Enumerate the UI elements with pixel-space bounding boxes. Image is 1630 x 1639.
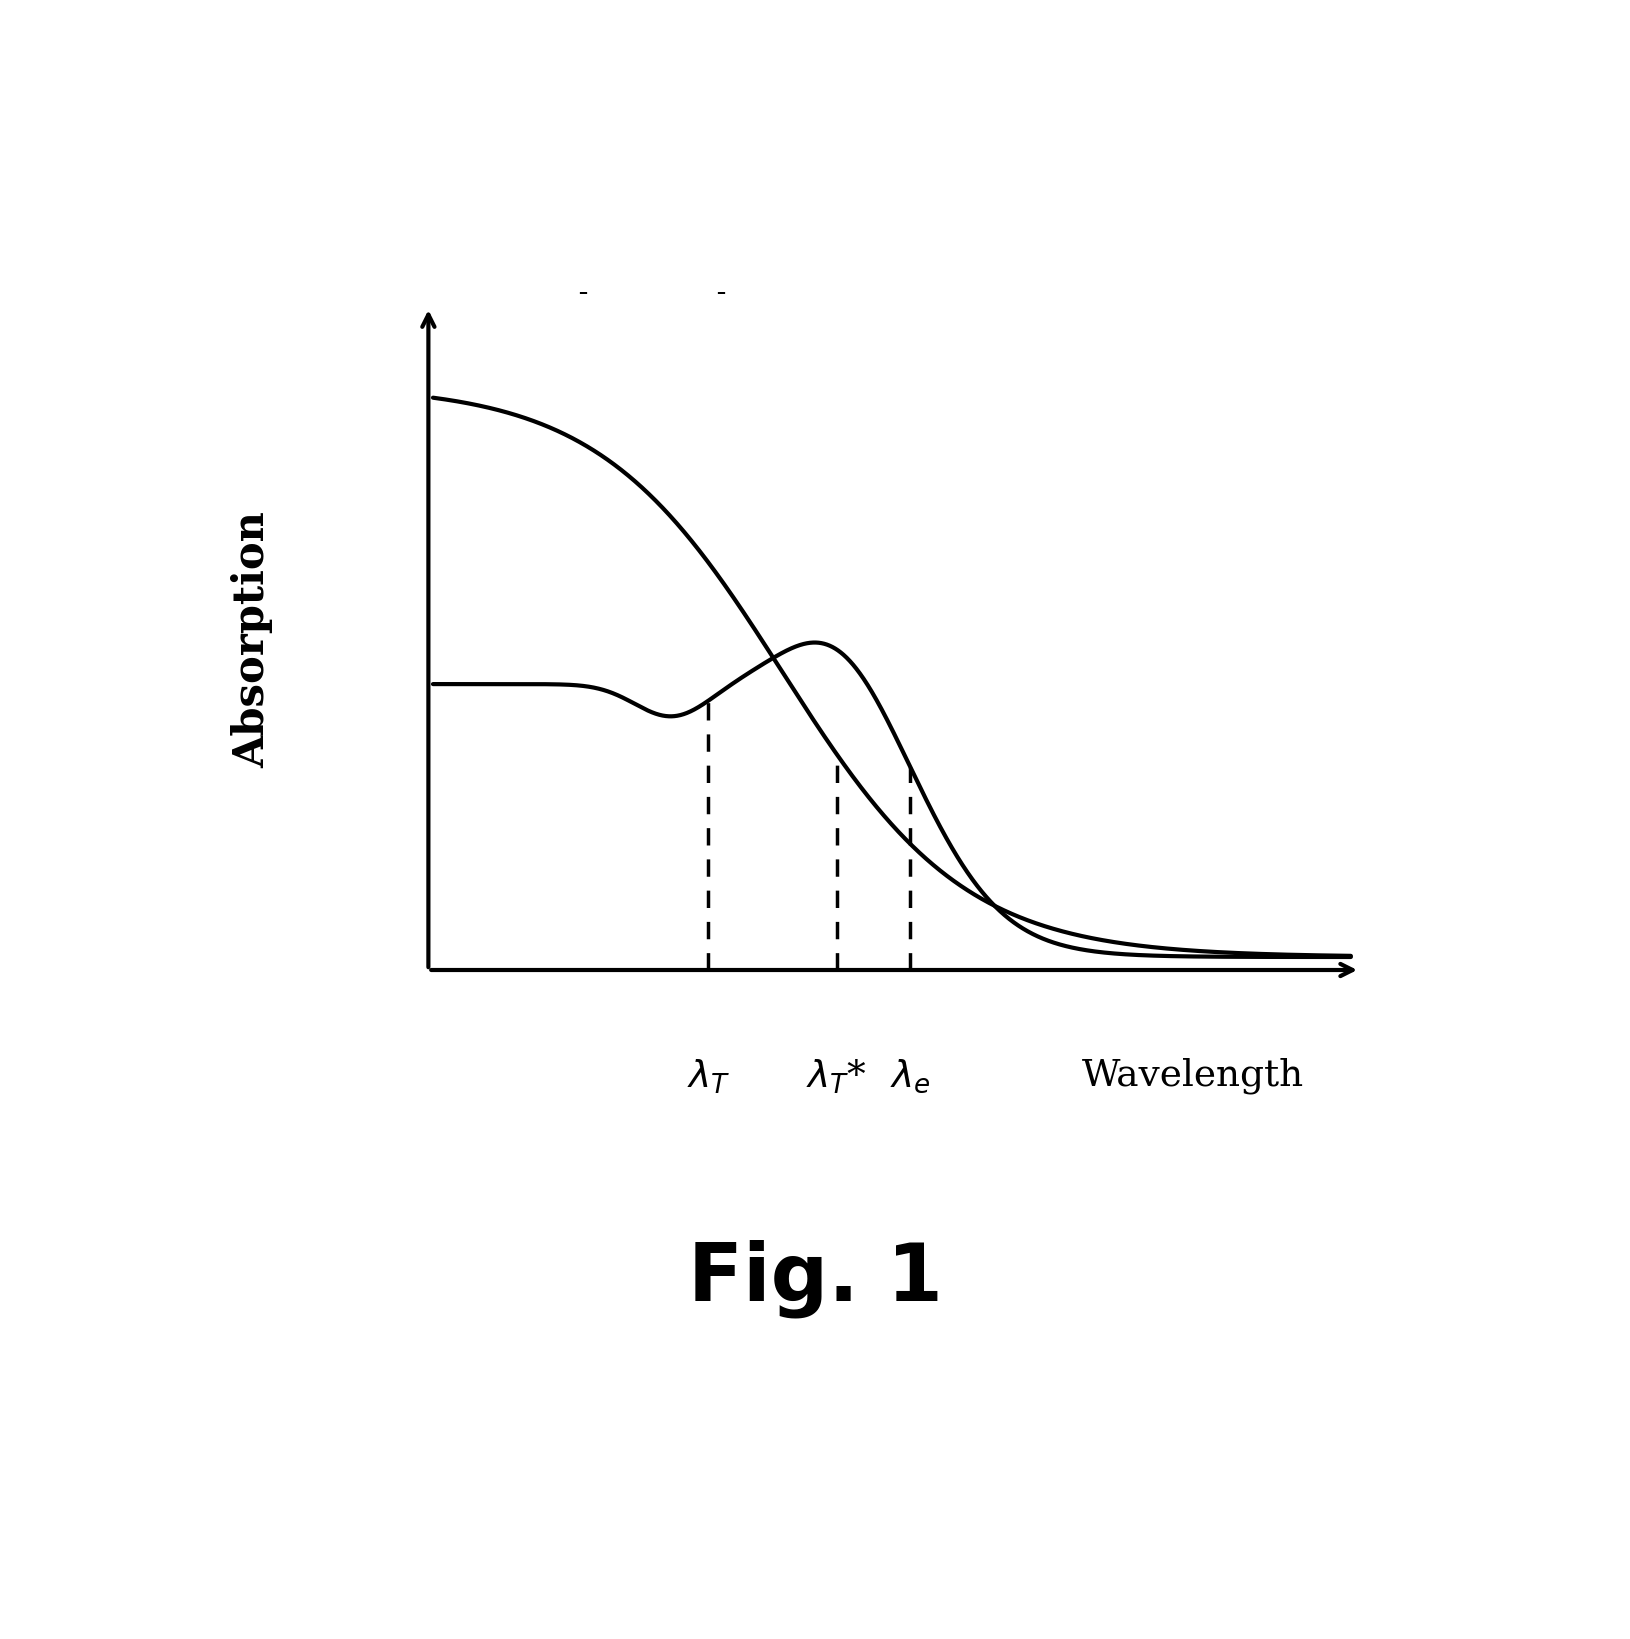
Text: Resist: Resist: [890, 384, 1037, 703]
Text: $\lambda_T$: $\lambda_T$: [686, 1057, 730, 1095]
Text: Wavelength: Wavelength: [1081, 1057, 1304, 1093]
Text: Release layer: Release layer: [515, 292, 831, 405]
Text: Fig. 1: Fig. 1: [688, 1239, 942, 1318]
Text: $\lambda_e$: $\lambda_e$: [890, 1057, 931, 1095]
Text: Absorption: Absorption: [231, 511, 274, 767]
Text: $\lambda_T$*: $\lambda_T$*: [807, 1057, 867, 1095]
